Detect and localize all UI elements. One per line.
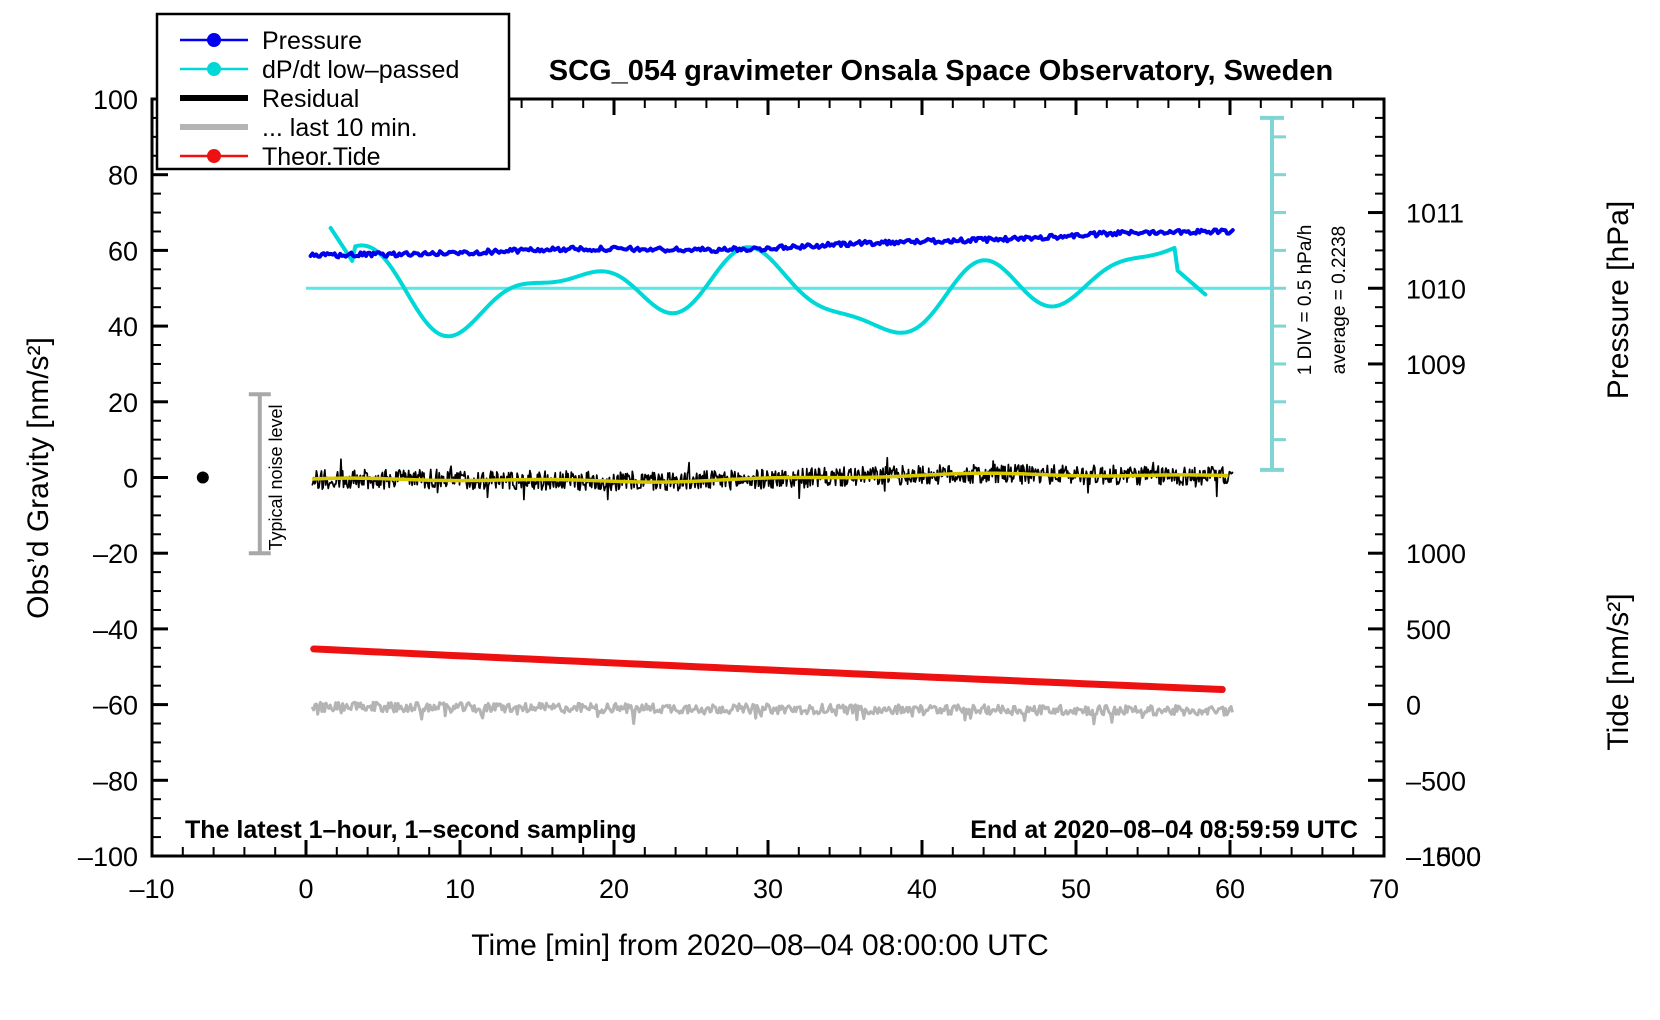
svg-text:60: 60 [108,236,138,266]
svg-text:50: 50 [1061,874,1091,904]
right-axis-major-ticks [1368,211,1384,858]
svg-text:20: 20 [108,388,138,418]
legend-marker [207,62,221,76]
legend-label: dP/dt low–passed [262,56,459,84]
svg-text:–10: –10 [129,874,174,904]
pressure-trace [308,227,1235,260]
residual-smoothed-trace [312,471,1229,484]
typical-noise-level-label: Typical noise level [266,404,286,550]
y-axis-label: Obs’d Gravity [nm/s²] [22,337,55,619]
legend-label: Residual [262,85,359,113]
theoretical-tide-trace [310,645,1226,694]
svg-text:80: 80 [108,161,138,191]
svg-text:–100: –100 [78,842,138,872]
svg-text:40: 40 [108,312,138,342]
svg-text:100: 100 [93,85,138,115]
svg-text:–1000: –1000 [1406,842,1481,872]
svg-text:1009: 1009 [1406,350,1466,380]
tide-axis-tick-labels: 1000 500 0 –500 –1000–1500 [1406,539,1481,872]
legend-label: Theor.Tide [262,143,381,171]
page-title: SCG_054 gravimeter Onsala Space Observat… [549,55,1333,87]
legend-marker [207,149,221,163]
svg-text:0: 0 [298,874,313,904]
svg-text:1011: 1011 [1406,199,1464,229]
x-axis-label: Time [min] from 2020–08–04 08:00:00 UTC [471,929,1049,962]
svg-text:–80: –80 [93,766,138,796]
bottom-left-annotation: The latest 1–hour, 1–second sampling [185,816,637,844]
svg-text:20: 20 [599,874,629,904]
div-scale-label: 1 DIV = 0.5 hPa/h [1295,225,1316,376]
pressure-axis-label: Pressure [hPa] [1602,201,1635,399]
legend-item: ... last 10 min. [180,114,418,142]
legend-item: Residual [180,85,359,113]
average-label: average = 0.2238 [1329,226,1350,374]
last-10-min-trace [310,700,1234,726]
legend-label: ... last 10 min. [262,114,418,142]
svg-text:1010: 1010 [1406,274,1466,304]
svg-text:–500: –500 [1406,766,1466,796]
svg-text:40: 40 [907,874,937,904]
svg-text:–1500: –1500 [1406,842,1481,872]
legend-label: Pressure [262,27,362,55]
svg-text:60: 60 [1215,874,1245,904]
svg-text:70: 70 [1369,874,1399,904]
svg-text:500: 500 [1406,615,1451,645]
data-traces [306,225,1272,726]
svg-text:–40: –40 [93,615,138,645]
svg-text:30: 30 [753,874,783,904]
svg-text:–60: –60 [93,691,138,721]
y-axis-minor-ticks [152,116,161,839]
dpdt-scale-bar: 1 DIV = 0.5 hPa/h average = 0.2238 [1260,115,1350,472]
svg-text:1000: 1000 [1406,539,1466,569]
typical-noise-level-indicator: Typical noise level [196,392,286,556]
right-axis-minor-ticks [1375,98,1384,839]
svg-text:0: 0 [123,464,138,494]
bottom-right-annotation: End at 2020–08–04 08:59:59 UTC [970,816,1358,844]
legend-item: dP/dt low–passed [180,56,459,84]
legend-item: Pressure [180,27,362,55]
svg-text:–20: –20 [93,539,138,569]
pressure-axis-tick-labels: 1011 1010 1009 [1406,199,1466,380]
svg-text:0: 0 [1406,691,1421,721]
svg-text:10: 10 [445,874,475,904]
legend-item: Theor.Tide [180,143,381,171]
y-axis-tick-labels: 100 80 60 40 20 0 –20 –40 –60 –80 –100 [78,85,138,872]
tide-axis-label: Tide [nm/s²] [1602,593,1635,750]
dpdt-lowpassed-trace [328,225,1208,339]
legend-marker [207,33,221,47]
x-axis-tick-labels: –10 0 10 20 30 40 50 60 70 [129,874,1399,904]
